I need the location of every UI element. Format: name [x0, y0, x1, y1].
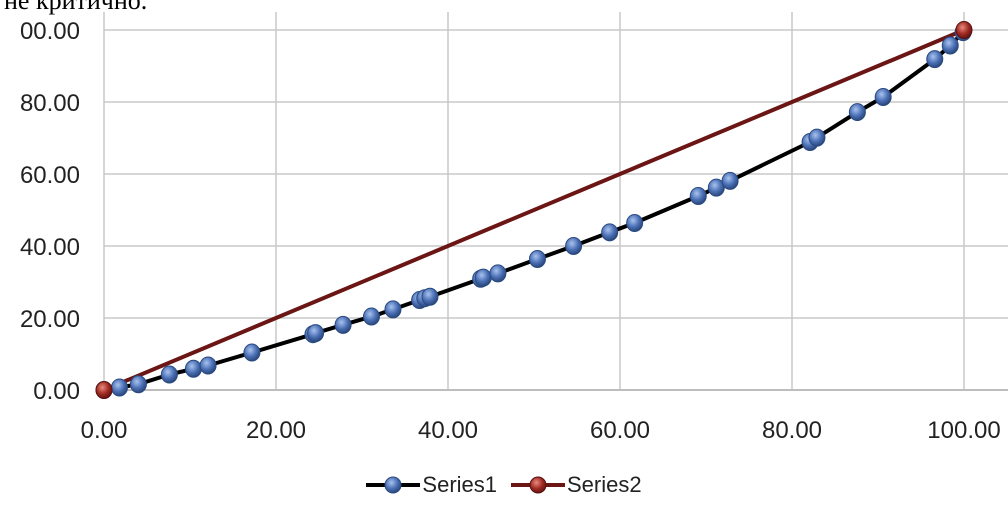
data-point-series1: [334, 315, 352, 334]
data-point-series1: [199, 356, 217, 375]
data-point-series1: [689, 186, 707, 205]
data-point-series1: [626, 213, 644, 232]
data-point-series1: [160, 365, 178, 384]
legend-label-series2: Series2: [567, 472, 642, 497]
header-text: не критично.: [4, 0, 148, 15]
legend: Series1 Series2: [0, 472, 1008, 498]
y-tick-label: 20.00: [20, 306, 80, 333]
data-point-series1: [384, 300, 402, 319]
x-tick-label: 60.00: [590, 417, 650, 444]
data-point-series2: [955, 21, 973, 39]
series-lines: [103, 28, 965, 392]
data-point-series1: [707, 178, 725, 197]
y-tick-label: 80.00: [20, 90, 80, 117]
data-point-series1: [489, 264, 507, 283]
data-point-series1: [421, 287, 439, 306]
data-point-series1: [874, 87, 892, 106]
y-tick-label: 00.00: [20, 18, 80, 45]
y-tick-label: 40.00: [20, 234, 80, 261]
x-tick-label: 100.00: [927, 417, 1000, 444]
data-point-series1: [362, 307, 380, 326]
gridlines: [103, 12, 1008, 390]
legend-item-series1: Series1: [366, 472, 497, 498]
series-points: [95, 21, 973, 399]
y-tick-label: 0.00: [33, 378, 80, 405]
data-point-series1: [941, 36, 959, 55]
data-point-series1: [307, 324, 325, 343]
x-tick-label: 80.00: [762, 417, 822, 444]
legend-label-series1: Series1: [422, 472, 497, 497]
x-tick-label: 40.00: [418, 417, 478, 444]
data-point-series1: [129, 375, 147, 394]
legend-swatch-series1: [366, 476, 421, 494]
data-point-series1: [926, 50, 944, 69]
x-tick-label: 0.00: [81, 417, 128, 444]
data-point-series1: [808, 128, 826, 147]
series-line-series2: [103, 28, 965, 392]
data-point-series1: [474, 268, 492, 287]
data-point-series1: [848, 103, 866, 122]
data-point-series1: [110, 378, 128, 397]
data-point-series1: [528, 249, 546, 268]
data-point-series1: [184, 359, 202, 378]
x-tick-label: 20.00: [246, 417, 306, 444]
y-tick-label: 60.00: [20, 162, 80, 189]
tick-labels: 0.00 20.00 40.00 60.00 80.00 100.00 0.00 20.00 4…: [20, 18, 1001, 444]
data-point-series1: [243, 343, 261, 362]
data-point-series1: [721, 171, 739, 190]
legend-item-series2: Series2: [511, 472, 642, 498]
legend-swatch-series2: [511, 476, 565, 494]
data-point-series2: [95, 381, 113, 399]
chart-svg: 0.00 20.00 40.00 60.00 80.00 100.00 0.00 20.00 4…: [20, 12, 1008, 444]
data-point-series1: [601, 223, 619, 242]
data-point-series1: [565, 237, 583, 255]
